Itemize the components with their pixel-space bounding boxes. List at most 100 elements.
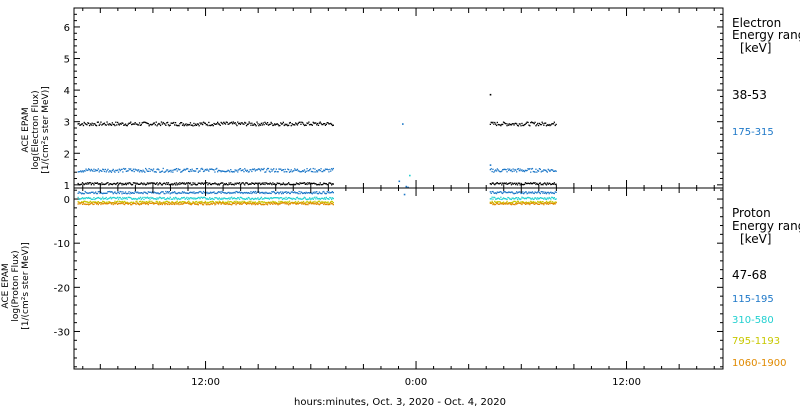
data-point [547,191,549,193]
data-point [224,203,226,205]
data-point [332,204,334,206]
data-point [254,182,256,184]
data-point [316,184,318,186]
data-point [495,198,497,200]
data-point [201,202,203,204]
data-point [497,123,499,126]
data-point [125,184,127,186]
data-point [115,197,117,200]
data-point [286,192,288,194]
data-point [102,168,104,170]
data-point [151,200,153,202]
data-point [308,183,310,185]
data-point [246,169,249,171]
data-point [327,201,329,203]
data-point [302,192,304,195]
data-point [110,123,112,126]
data-point [504,183,506,185]
data-point [308,192,310,194]
data-point [331,200,333,202]
data-point [218,202,220,204]
data-point [159,201,161,203]
data-point [133,170,135,173]
data-point [101,202,103,204]
data-point [224,192,227,194]
data-point [230,197,232,199]
data-point [252,201,255,203]
data-point [215,123,217,125]
data-point [188,197,190,199]
data-point [137,124,139,126]
data-point [307,182,309,184]
data-point [82,124,85,127]
data-point [217,202,220,204]
data-point [111,183,113,186]
data-point [327,192,329,194]
data-point [191,198,193,200]
data-point [534,197,536,199]
data-point [323,182,325,184]
data-point [552,203,555,205]
data-point [539,197,541,199]
data-point [256,121,258,123]
data-point [196,202,199,204]
data-point [96,121,99,123]
data-point [512,197,514,199]
data-point [252,168,254,170]
data-point [263,191,265,194]
data-point [315,122,317,124]
data-point [230,182,232,184]
data-point [88,204,90,206]
data-point [527,182,529,184]
data-point [304,183,306,185]
data-point [167,203,169,206]
data-point [156,202,158,204]
data-point [239,203,242,205]
data-point [172,191,174,193]
data-point [209,201,212,203]
data-point [131,204,133,206]
data-point [254,201,256,203]
data-point [119,170,121,172]
data-point [133,182,135,184]
data-point [131,170,134,172]
data-point [108,184,110,186]
data-point [150,191,152,193]
electron-ylabel-line2: log(Electron Flux) [31,90,41,169]
data-point [249,183,251,185]
data-point [94,123,96,125]
data-point [317,203,320,205]
data-point [311,183,313,185]
data-point [263,182,265,184]
data-point [549,170,551,172]
data-point [324,192,326,194]
data-point [322,170,324,173]
data-point [133,192,135,194]
data-point [293,123,295,126]
data-point [265,182,267,184]
data-point [278,168,280,170]
data-point [528,201,530,203]
data-point [77,182,79,185]
data-point [523,183,526,185]
data-point [301,203,303,205]
data-point [151,192,153,194]
data-point [185,182,187,185]
data-point [290,202,292,204]
data-point [114,191,116,193]
data-point [145,192,148,194]
data-point [205,203,207,206]
data-point [537,184,540,186]
data-point [530,198,533,200]
data-point [500,125,502,127]
electron-ylabel-line3: [1/(cm²s ster MeV)] [41,86,51,173]
data-point [203,122,206,124]
data-point [296,192,299,194]
data-point [506,198,508,200]
data-point [201,196,203,199]
data-point [81,170,84,172]
data-point [109,190,111,193]
data-point [329,182,331,184]
data-point [86,197,88,199]
data-point [117,200,119,202]
